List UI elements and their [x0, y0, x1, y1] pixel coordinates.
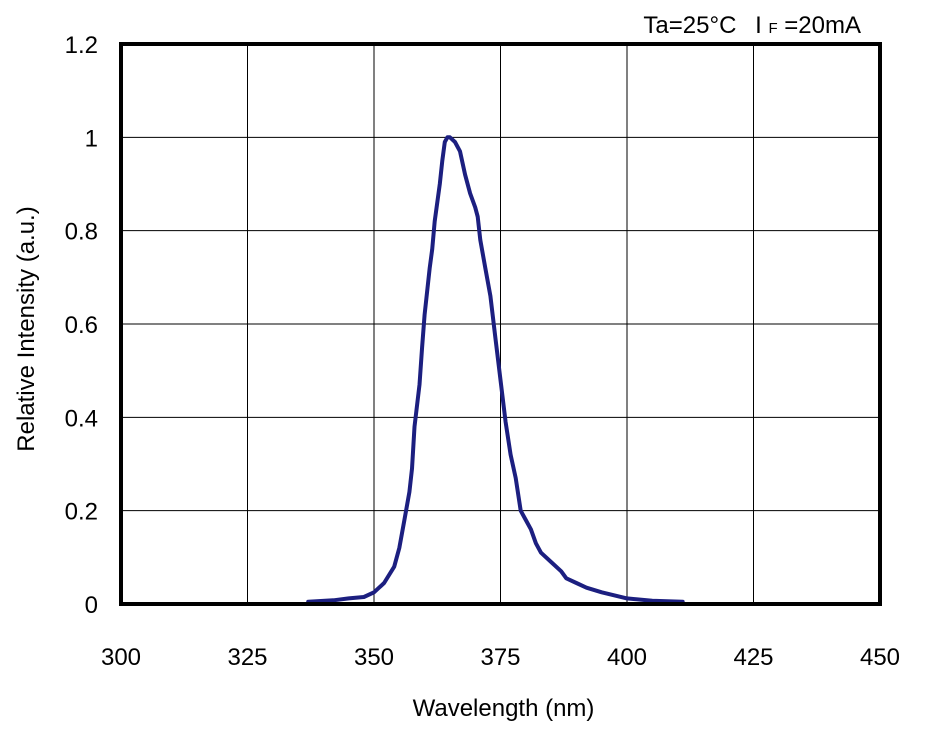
condition-current-subscript: F [768, 20, 777, 37]
x-tick-label-2: 350 [354, 644, 394, 671]
y-tick-label-4: 0.8 [65, 219, 98, 246]
y-tick-label-0: 0 [85, 592, 98, 619]
y-tick-label-2: 0.4 [65, 405, 98, 432]
condition-current-value: =20mA [784, 12, 861, 39]
x-axis-ticks: 300 325 350 375 400 425 450 [101, 644, 900, 671]
x-tick-label-6: 450 [860, 644, 900, 671]
y-axis-title: Relative Intensity (a.u.) [13, 206, 40, 451]
y-tick-label-3: 0.6 [65, 312, 98, 339]
plot-frame [119, 42, 882, 606]
x-tick-label-4: 400 [607, 644, 647, 671]
x-tick-label-3: 375 [480, 644, 520, 671]
y-tick-label-5: 1 [85, 125, 98, 152]
condition-current-prefix: I [755, 12, 762, 39]
condition-temperature: Ta=25°C [643, 12, 736, 39]
x-tick-label-1: 325 [227, 644, 267, 671]
x-tick-label-0: 300 [101, 644, 141, 671]
condition-annotation: Ta=25°C I F =20mA [643, 12, 861, 39]
series-layer [306, 135, 685, 604]
y-axis-ticks: 0 0.2 0.4 0.6 0.8 1 1.2 [65, 32, 98, 619]
y-tick-label-6: 1.2 [65, 32, 98, 59]
spectrum-line-0 [306, 135, 685, 604]
x-tick-label-5: 425 [733, 644, 773, 671]
y-tick-label-1: 0.2 [65, 499, 98, 526]
x-axis-title: Wavelength (nm) [413, 695, 595, 722]
